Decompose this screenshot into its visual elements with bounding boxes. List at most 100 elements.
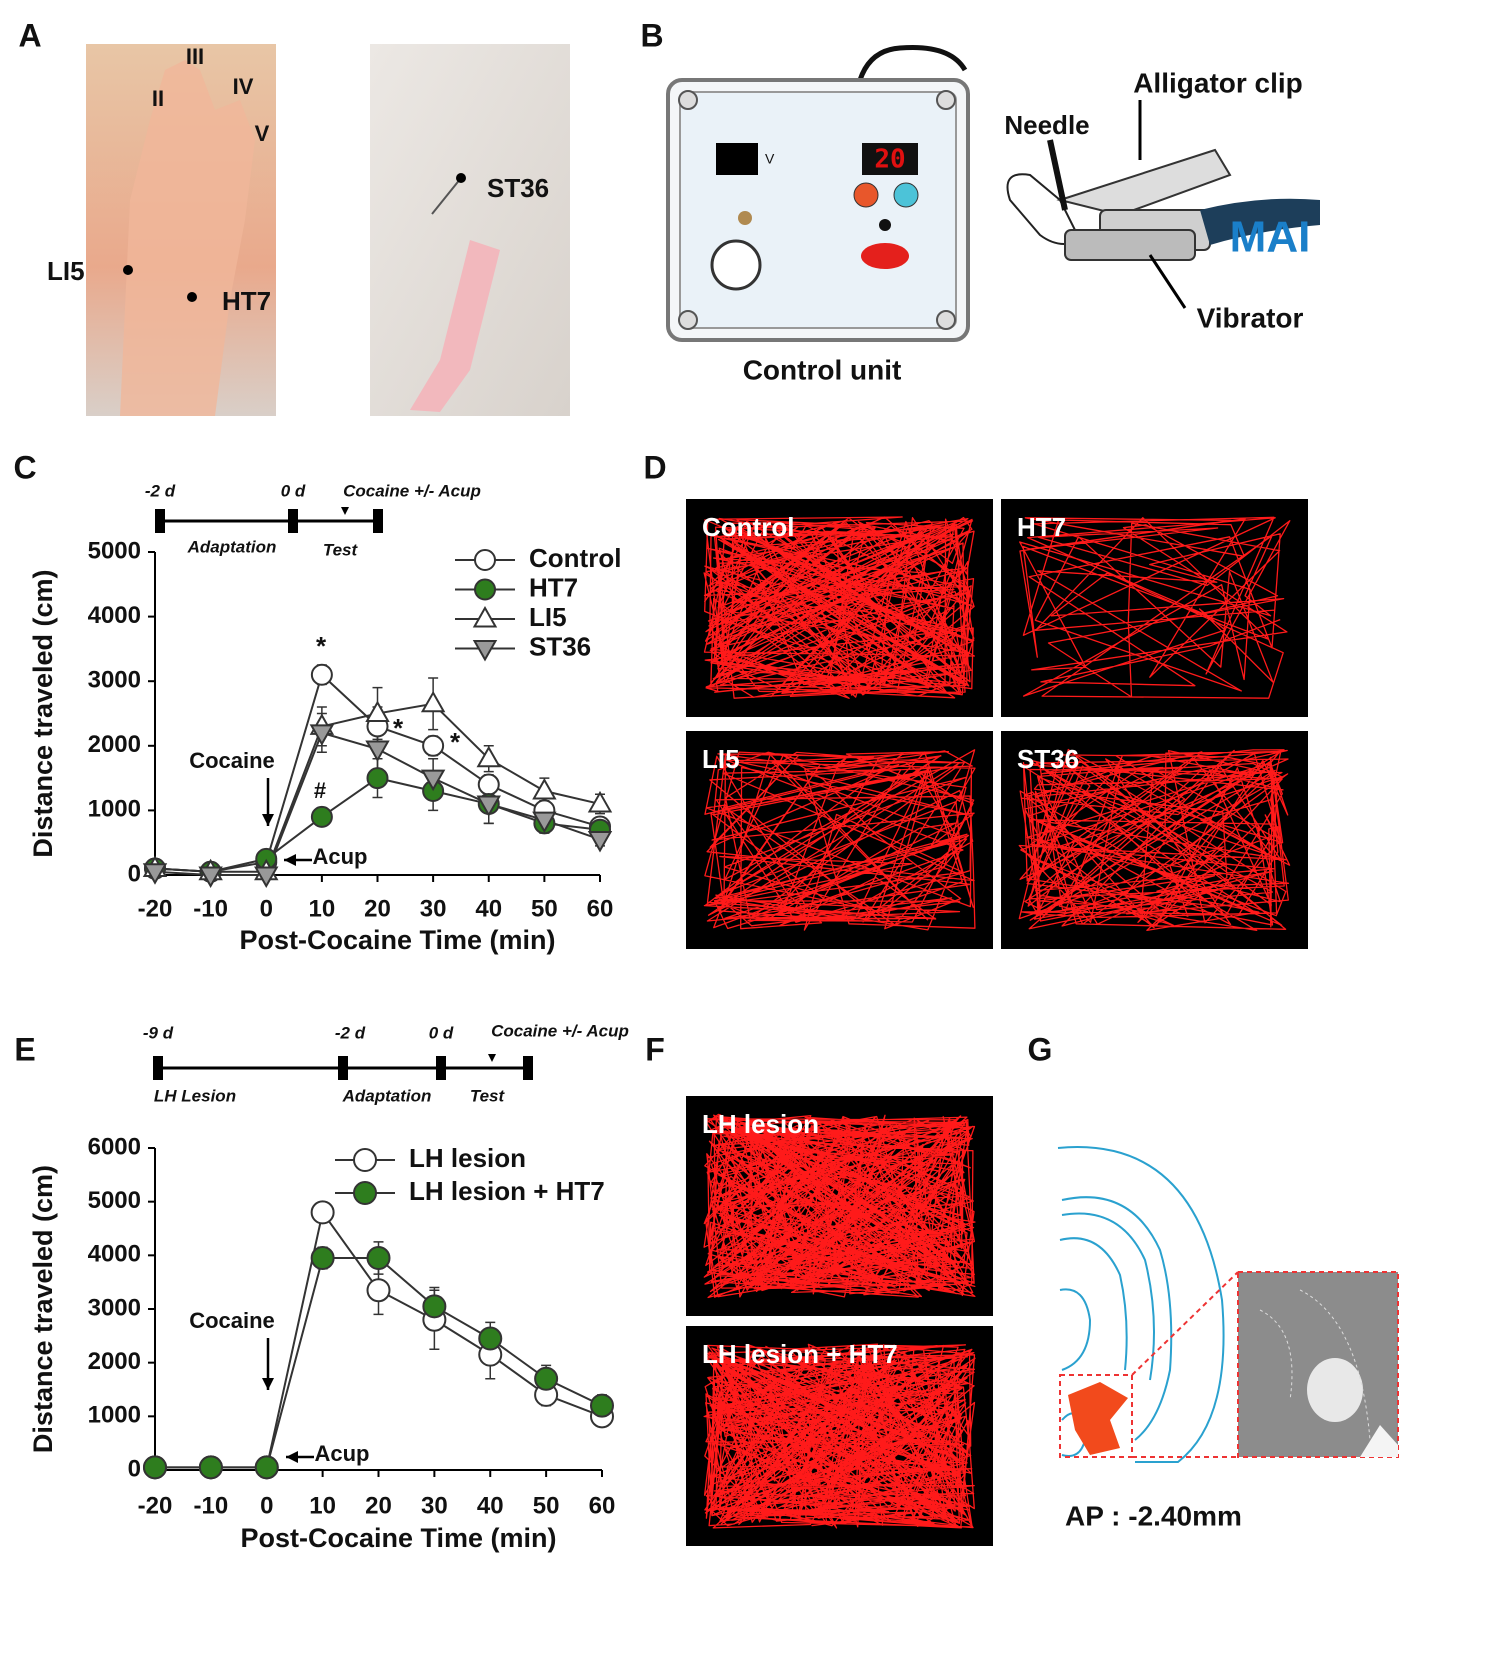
x-tick-label: 20 xyxy=(364,895,391,922)
timeline-tick xyxy=(436,1056,446,1080)
data-point xyxy=(366,767,389,790)
panel-label: D xyxy=(643,449,666,485)
data-point xyxy=(532,777,557,800)
data-point xyxy=(587,830,613,853)
panel-label: F xyxy=(645,1031,665,1067)
timeline-tick xyxy=(288,509,298,533)
legend-label: LI5 xyxy=(529,602,567,632)
panel-label: A xyxy=(18,17,41,53)
annotation-arrowhead xyxy=(262,1378,274,1390)
hand-outline xyxy=(1006,173,1082,245)
data-point xyxy=(310,1246,335,1271)
timeline-phase: Test xyxy=(470,1086,506,1105)
legend-marker xyxy=(353,1148,377,1172)
data-point xyxy=(365,700,390,722)
annotation: Acup xyxy=(313,844,368,869)
y-tick-label: 0 xyxy=(128,860,141,887)
panel-label: B xyxy=(640,17,663,53)
data-point xyxy=(422,734,445,757)
annotation: * xyxy=(316,631,327,661)
paw-shape xyxy=(120,60,255,416)
data-point xyxy=(534,1366,559,1391)
track-label: HT7 xyxy=(1017,512,1066,542)
data-point xyxy=(365,740,390,763)
y-axis-title: Distance traveled (cm) xyxy=(28,1165,58,1453)
track-path xyxy=(703,1343,976,1529)
screws xyxy=(678,90,956,330)
y-tick-label: 5000 xyxy=(88,1187,141,1214)
y-tick-label: 0 xyxy=(128,1455,141,1482)
data-point xyxy=(590,1393,614,1418)
track-path xyxy=(1019,516,1291,699)
x-tick-label: -10 xyxy=(194,1492,229,1519)
point-dot xyxy=(123,265,133,275)
x-tick-label: 10 xyxy=(309,895,336,922)
acupoint-label: ST36 xyxy=(487,173,549,203)
zoom-box xyxy=(1059,1374,1133,1458)
unit-label: V xyxy=(765,151,775,167)
foot-shape xyxy=(410,240,500,412)
y-tick-label: 4000 xyxy=(88,1241,141,1268)
x-tick-label: 20 xyxy=(365,1492,392,1519)
timeline-day: 0 d xyxy=(429,1023,454,1042)
track-path xyxy=(703,1113,976,1299)
annotation: Cocaine xyxy=(189,748,275,773)
data-point xyxy=(476,745,501,768)
data-point xyxy=(477,773,500,796)
lesion-area xyxy=(1068,1382,1128,1455)
panel-label: C xyxy=(13,449,36,485)
clip xyxy=(1056,148,1232,217)
timeline-day: 0 d xyxy=(281,481,306,500)
data-point xyxy=(420,769,446,792)
needle-mark xyxy=(431,177,462,215)
x-axis-title: Post-Cocaine Time (min) xyxy=(239,925,555,955)
data-point xyxy=(142,863,168,885)
y-tick-label: 2000 xyxy=(88,731,141,758)
data-point xyxy=(366,1278,391,1303)
annotation: Acup xyxy=(315,1441,370,1466)
lesion-histology xyxy=(1307,1358,1363,1422)
y-tick-label: 6000 xyxy=(88,1133,141,1160)
device-label: Needle xyxy=(1004,110,1089,140)
needle xyxy=(1047,139,1068,211)
y-axis-title: Distance traveled (cm) xyxy=(28,569,58,857)
data-point xyxy=(309,724,335,746)
panel-label: G xyxy=(1028,1031,1053,1067)
track-label: LH lesion + HT7 xyxy=(702,1339,898,1369)
data-point xyxy=(310,805,333,828)
histology-detail xyxy=(1360,1425,1398,1457)
digit-label: III xyxy=(186,44,204,69)
track-label: LH lesion xyxy=(702,1109,819,1139)
led xyxy=(879,219,891,231)
annotation-arrowhead xyxy=(284,854,296,866)
annotation: # xyxy=(314,778,326,803)
digit-label: II xyxy=(152,86,164,111)
x-tick-label: -20 xyxy=(138,895,173,922)
device-caption: Control unit xyxy=(743,354,902,385)
y-tick-label: 3000 xyxy=(88,667,141,694)
acupoint-label: HT7 xyxy=(222,286,271,316)
annotation-arrowhead xyxy=(262,814,274,826)
data-point xyxy=(198,866,223,889)
legend-marker xyxy=(353,1181,377,1205)
track-label: ST36 xyxy=(1017,744,1079,774)
legend-label: LH lesion xyxy=(409,1143,526,1173)
legend-marker xyxy=(472,640,498,662)
x-tick-label: 10 xyxy=(309,1492,336,1519)
device-label: MAI xyxy=(1230,213,1311,262)
led xyxy=(738,211,752,225)
digit-label: IV xyxy=(233,74,254,99)
button xyxy=(893,182,919,208)
timeline-arrow xyxy=(341,507,349,515)
legend-marker xyxy=(472,605,498,628)
timeline-phase: LH Lesion xyxy=(154,1086,236,1105)
y-tick-label: 5000 xyxy=(88,537,141,564)
x-tick-label: -10 xyxy=(193,895,228,922)
device-label: Vibrator xyxy=(1197,302,1304,333)
knob xyxy=(710,239,762,291)
point-dot xyxy=(187,292,197,302)
x-tick-label: 30 xyxy=(420,895,447,922)
y-tick-label: 1000 xyxy=(88,796,141,823)
